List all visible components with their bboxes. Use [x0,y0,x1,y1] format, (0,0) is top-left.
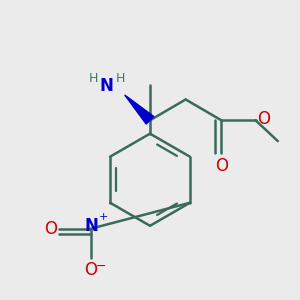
Text: H: H [89,72,98,85]
Text: O: O [257,110,270,128]
Text: −: − [96,260,106,273]
Text: N: N [100,77,114,95]
Polygon shape [125,95,154,124]
Text: O: O [84,261,97,279]
Text: H: H [116,72,125,85]
Text: +: + [98,212,108,222]
Text: O: O [44,220,57,238]
Text: N: N [85,218,98,236]
Text: O: O [215,158,228,175]
